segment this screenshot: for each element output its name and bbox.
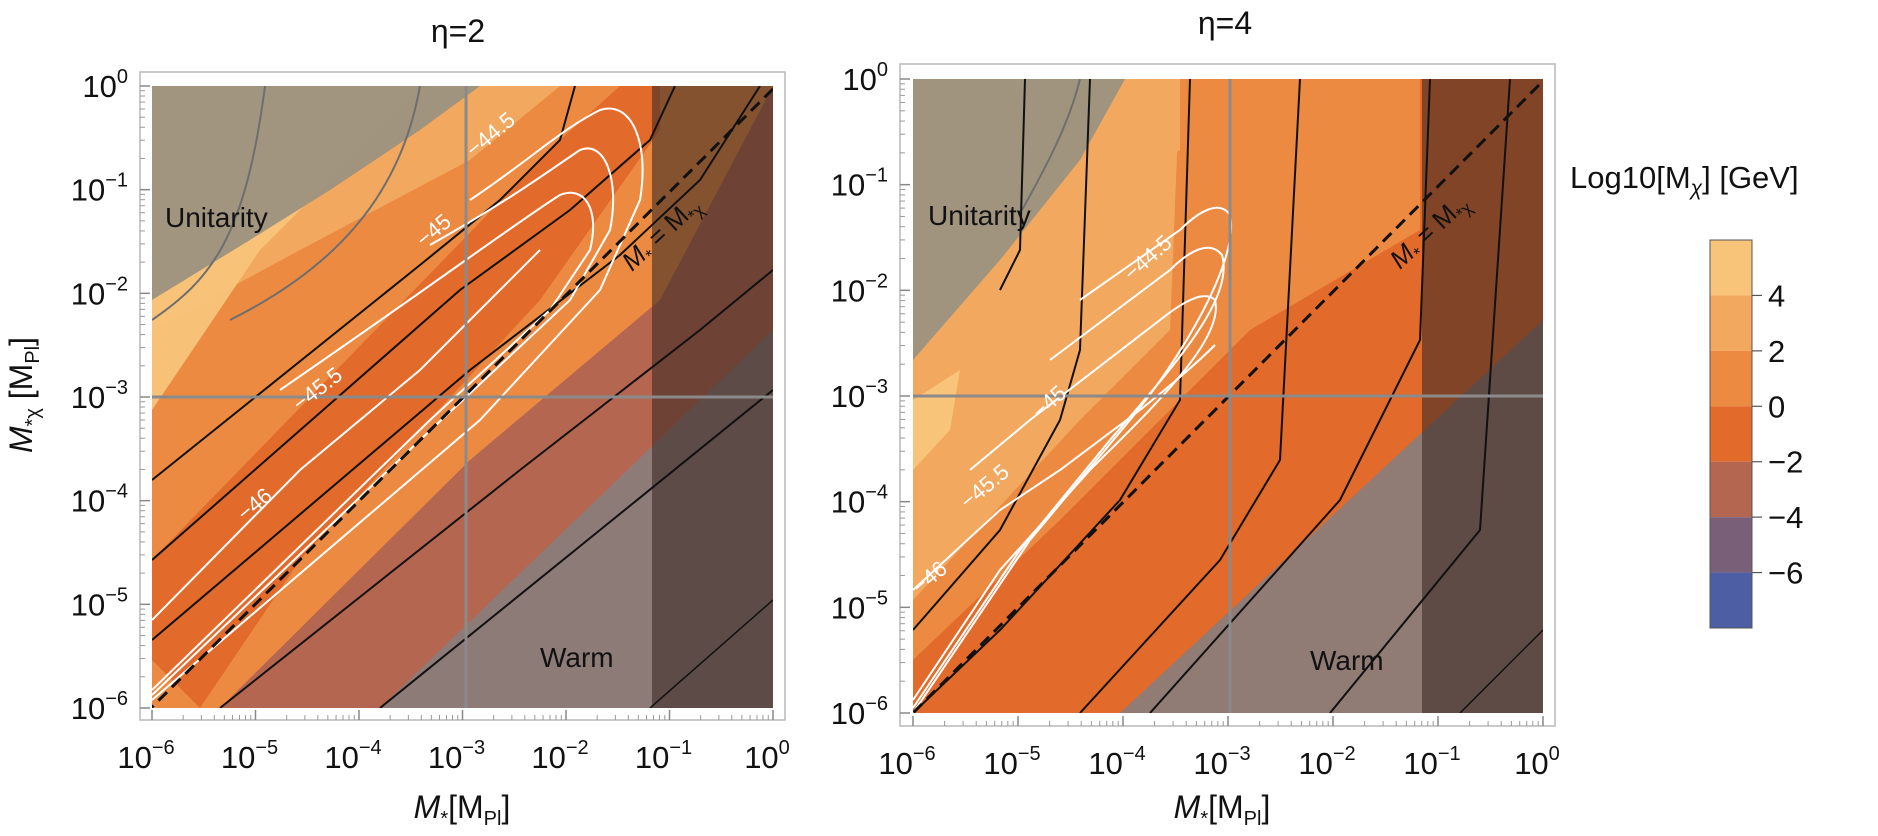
panel-eta-2: η=2 [3, 13, 790, 830]
y-axis-label: M*χ [MPl] [3, 337, 44, 453]
colorbar-swatch [1710, 461, 1752, 518]
x-tick-label: 10−1 [1403, 743, 1460, 781]
y-axis-eta-4: 10−6 10−5 10−4 10−3 10−2 10−1 100 [831, 59, 910, 731]
y-axis-eta-2: 10−6 10−5 10−4 10−3 10−2 10−1 100 [71, 66, 150, 726]
black-contour-5 [379, 389, 773, 708]
colorbar-frame [1709, 239, 1753, 629]
x-tick-label: 10−3 [1193, 743, 1250, 781]
panel-title-eta-4: η=4 [1198, 5, 1252, 41]
colorbar-title: Log10[Mχ] [GeV] [1570, 160, 1799, 200]
colorbar-swatch [1710, 295, 1752, 351]
colorbar-swatch [1710, 517, 1752, 573]
y-tick-label: 10−1 [71, 170, 128, 208]
colorbar-tick-label: 2 [1768, 334, 1785, 369]
black-contour-2 [152, 86, 676, 561]
y-tick-label: 10−6 [831, 693, 888, 731]
y-tick-label: 10−3 [831, 376, 888, 414]
x-tick-label: 10−2 [531, 737, 588, 775]
colorbar-tick-label: −4 [1768, 500, 1803, 535]
unitarity-region-r [913, 79, 1125, 360]
x-tick-label: 10−5 [983, 743, 1040, 781]
black-contour-r2 [999, 79, 1026, 291]
black-contour-r3 [913, 79, 1191, 713]
fill-level-2-4-r2 [913, 79, 1180, 600]
white-contour-46 [152, 249, 541, 621]
x-tick-label: 100 [1514, 743, 1560, 781]
y-tick-label: 100 [842, 59, 888, 97]
panel-eta-4: η=4 [831, 5, 1560, 830]
white-contour-r46 [913, 344, 1216, 591]
unitarity-label-r: Unitarity [928, 200, 1031, 231]
gray-contour-r [1021, 79, 1081, 211]
black-contour-1 [152, 86, 576, 481]
x-axis-label-eta-4: M*[MPl] [1174, 789, 1271, 830]
x-tick-label: 10−2 [1298, 743, 1355, 781]
y-tick-label: 10−6 [71, 688, 128, 726]
black-contour-r1 [913, 79, 1091, 631]
black-contour-r6 [1329, 79, 1511, 713]
x-tick-label: 10−1 [635, 737, 692, 775]
x-axis-label-eta-2: M*[MPl] [414, 789, 511, 830]
black-contour-r4 [1079, 79, 1301, 713]
warm-label: Warm [540, 642, 614, 673]
y-tick-label: 10−1 [831, 165, 888, 203]
x-tick-label: 10−6 [878, 743, 935, 781]
white-contour-r45 [913, 246, 1225, 709]
plot-area-eta-4 [913, 79, 1543, 713]
colorbar-tick-label: −6 [1768, 556, 1803, 591]
white-contour-455 [152, 192, 595, 691]
plot-area-eta-2 [152, 86, 773, 708]
colorbar-swatch [1710, 240, 1752, 296]
x-tick-label: 100 [744, 737, 790, 775]
y-tick-label: 10−3 [71, 377, 128, 415]
white-contour-445 [152, 107, 644, 701]
y-tick-label: 10−4 [71, 481, 128, 519]
unitarity-label: Unitarity [165, 202, 268, 233]
x-tick-label: 10−4 [1088, 743, 1145, 781]
colorbar-swatch [1710, 572, 1752, 628]
colorbar-tick-label: 0 [1768, 389, 1785, 424]
y-tick-label: 10−2 [71, 273, 128, 311]
x-tick-label: 10−5 [221, 737, 278, 775]
white-contour-r455 [913, 295, 1217, 701]
y-tick-label: 10−4 [831, 482, 888, 520]
colorbar-tick-label: 4 [1768, 278, 1785, 313]
gray-contour-1 [152, 86, 266, 321]
x-tick-label: 10−3 [428, 737, 485, 775]
colorbar-swatch [1710, 406, 1752, 462]
black-contour-r5 [1149, 79, 1431, 713]
black-contour-6 [649, 599, 773, 708]
y-tick-label: 10−2 [831, 270, 888, 308]
white-contour-45 [152, 147, 615, 696]
black-contour-3 [152, 86, 761, 641]
x-tick-label: 10−6 [117, 737, 174, 775]
gray-contour-2 [229, 86, 421, 321]
x-axis-eta-4: 10−6 10−5 10−4 10−3 10−2 10−1 100 [878, 716, 1560, 781]
y-tick-label: 10−5 [71, 584, 128, 622]
panel-title-eta-2: η=2 [431, 13, 485, 49]
colorbar-swatch [1710, 350, 1752, 407]
x-tick-label: 10−4 [324, 737, 381, 775]
colorbar-tick-label: −2 [1768, 445, 1803, 480]
y-tick-label: 100 [82, 66, 128, 104]
colorbar: Log10[Mχ] [GeV] 4 2 0 −2 −4 −6 [1570, 160, 1803, 629]
black-contour-r7 [1459, 629, 1543, 713]
y-tick-label: 10−5 [831, 587, 888, 625]
warm-label-r: Warm [1310, 645, 1384, 676]
unitarity-region [152, 86, 480, 300]
diagonal-line-r [913, 79, 1543, 713]
black-contour-4 [219, 269, 773, 708]
